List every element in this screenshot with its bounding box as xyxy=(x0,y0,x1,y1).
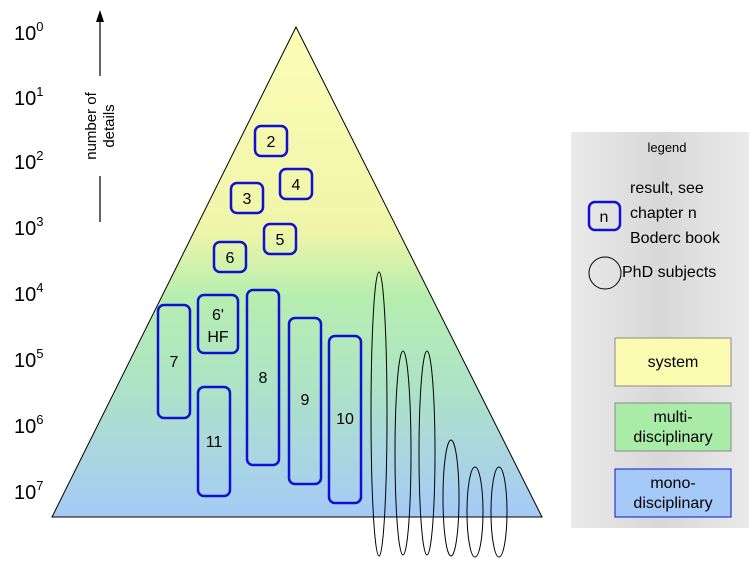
result-box-6-hf xyxy=(196,293,240,355)
box-label-5: 5 xyxy=(276,232,285,249)
box-label-8: 8 xyxy=(259,370,268,387)
phd-ellipse xyxy=(394,350,412,556)
box-label-6: 6 xyxy=(226,250,235,267)
legend-result-line2: chapter n xyxy=(630,205,697,222)
pyramid-triangle xyxy=(51,25,543,518)
legend-mono-line2: disciplinary xyxy=(633,495,712,512)
legend-phd-label: PhD subjects xyxy=(622,264,716,281)
result-box-3 xyxy=(229,181,265,215)
result-box-9 xyxy=(287,316,323,486)
phd-ellipse xyxy=(418,350,436,556)
axis-label-line2: details xyxy=(101,104,118,147)
result-box-labels: 2 4 3 5 6 6' HF 7 8 9 10 11 xyxy=(170,134,354,451)
legend-multi-line2: disciplinary xyxy=(633,429,712,446)
scale-label-2: 102 xyxy=(14,148,43,174)
legend-panel: legend n result, see chapter n Boderc bo… xyxy=(571,132,749,528)
box-label-4: 4 xyxy=(292,177,301,194)
phd-ellipse xyxy=(490,466,508,558)
result-box-7 xyxy=(156,303,192,420)
box-label-11: 11 xyxy=(206,434,223,451)
legend-box-symbol: n xyxy=(600,209,609,226)
legend-title: legend xyxy=(647,140,686,155)
scale-labels: 100 101 102 103 104 105 106 107 xyxy=(14,19,43,504)
result-box-4 xyxy=(278,167,314,201)
legend-result-line3: Boderc book xyxy=(630,230,721,247)
scale-label-7: 107 xyxy=(14,478,43,504)
scale-label-5: 105 xyxy=(14,346,43,372)
legend-multi-line1: multi- xyxy=(653,409,692,426)
box-label-6-prime: 6' xyxy=(212,307,224,324)
legend-mono-swatch xyxy=(614,468,732,518)
box-label-7: 7 xyxy=(170,354,179,371)
legend-mono-line1: mono- xyxy=(650,475,695,492)
legend-background xyxy=(571,132,749,528)
details-axis: number of details xyxy=(83,10,118,222)
axis-label-line1: number of xyxy=(83,91,100,159)
legend-phd-circle-icon xyxy=(588,256,622,290)
arrow-up-icon xyxy=(96,10,104,22)
phd-ellipse xyxy=(466,466,484,558)
scale-label-1: 101 xyxy=(14,84,43,110)
result-box-11 xyxy=(196,385,232,498)
phd-ellipse xyxy=(442,439,460,557)
scale-label-3: 103 xyxy=(14,214,43,240)
phd-ellipse xyxy=(370,271,388,557)
box-label-9: 9 xyxy=(301,392,310,409)
scale-label-4: 104 xyxy=(14,280,43,306)
result-boxes xyxy=(156,124,363,505)
phd-ellipses xyxy=(370,271,508,558)
box-label-hf: HF xyxy=(207,329,229,346)
scale-label-6: 106 xyxy=(14,412,43,438)
result-box-6 xyxy=(212,240,248,274)
result-box-2 xyxy=(253,124,289,158)
legend-system-swatch xyxy=(614,337,732,387)
box-label-3: 3 xyxy=(243,191,252,208)
result-box-8 xyxy=(245,288,281,467)
scale-label-0: 100 xyxy=(14,19,43,45)
legend-result-box-icon xyxy=(587,200,622,232)
legend-multi-swatch xyxy=(614,402,732,452)
legend-system-label: system xyxy=(648,354,699,371)
box-label-10: 10 xyxy=(336,411,354,428)
result-box-5 xyxy=(262,222,298,256)
legend-result-line1: result, see xyxy=(630,180,704,197)
box-label-2: 2 xyxy=(267,134,276,151)
result-box-10 xyxy=(327,334,363,505)
